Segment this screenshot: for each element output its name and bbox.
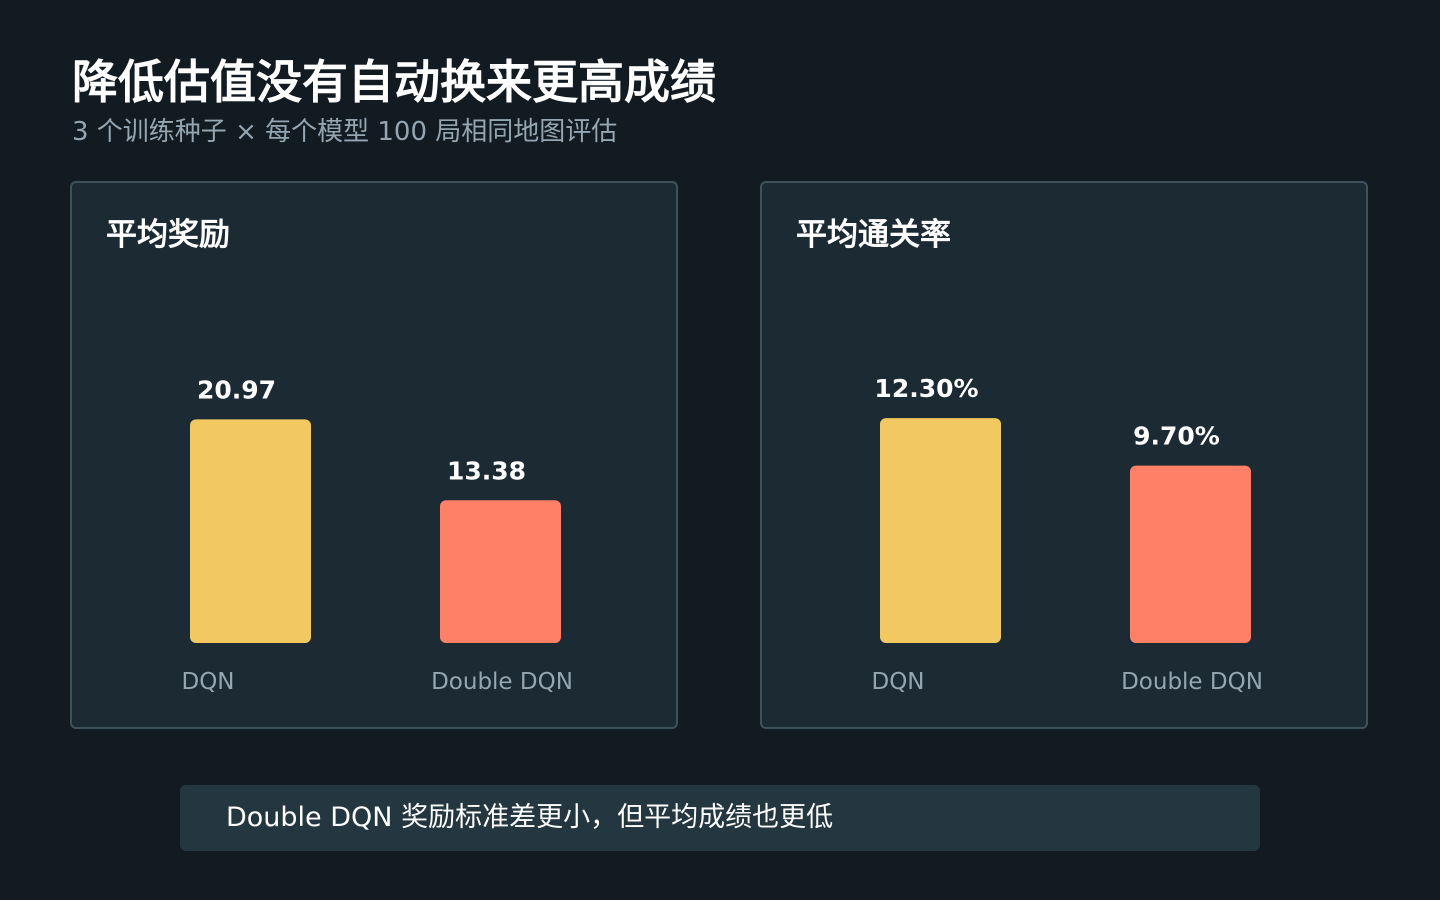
bar-double-dqn	[1130, 465, 1251, 643]
reward-chart-panel: 平均奖励 20.97 DQN 13.38 Double DQN	[70, 181, 678, 729]
bar-double-dqn	[440, 500, 561, 643]
category-label: Double DQN	[1121, 669, 1263, 695]
data-label: 13.38	[447, 456, 526, 485]
data-label: 20.97	[197, 375, 276, 404]
data-label: 12.30%	[874, 374, 978, 403]
reward-chart: 20.97 DQN 13.38 Double DQN	[181, 375, 573, 695]
clear-rate-chart: 12.30% DQN 9.70% Double DQN	[871, 374, 1263, 695]
bar-dqn	[880, 418, 1001, 643]
summary-note: Double DQN 奖励标准差更小，但平均成绩也更低	[180, 785, 1260, 851]
page-title: 降低估值没有自动换来更高成绩	[72, 55, 716, 109]
chart-title: 平均通关率	[796, 217, 951, 253]
chart-title: 平均奖励	[106, 217, 230, 253]
category-label: DQN	[871, 669, 924, 695]
category-label: DQN	[181, 669, 234, 695]
clear-rate-chart-panel: 平均通关率 12.30% DQN 9.70% Double DQN	[760, 181, 1368, 729]
bar-dqn	[190, 419, 311, 643]
data-label: 9.70%	[1133, 422, 1220, 451]
page-subtitle: 3 个训练种子 × 每个模型 100 局相同地图评估	[72, 117, 618, 147]
category-label: Double DQN	[431, 669, 573, 695]
